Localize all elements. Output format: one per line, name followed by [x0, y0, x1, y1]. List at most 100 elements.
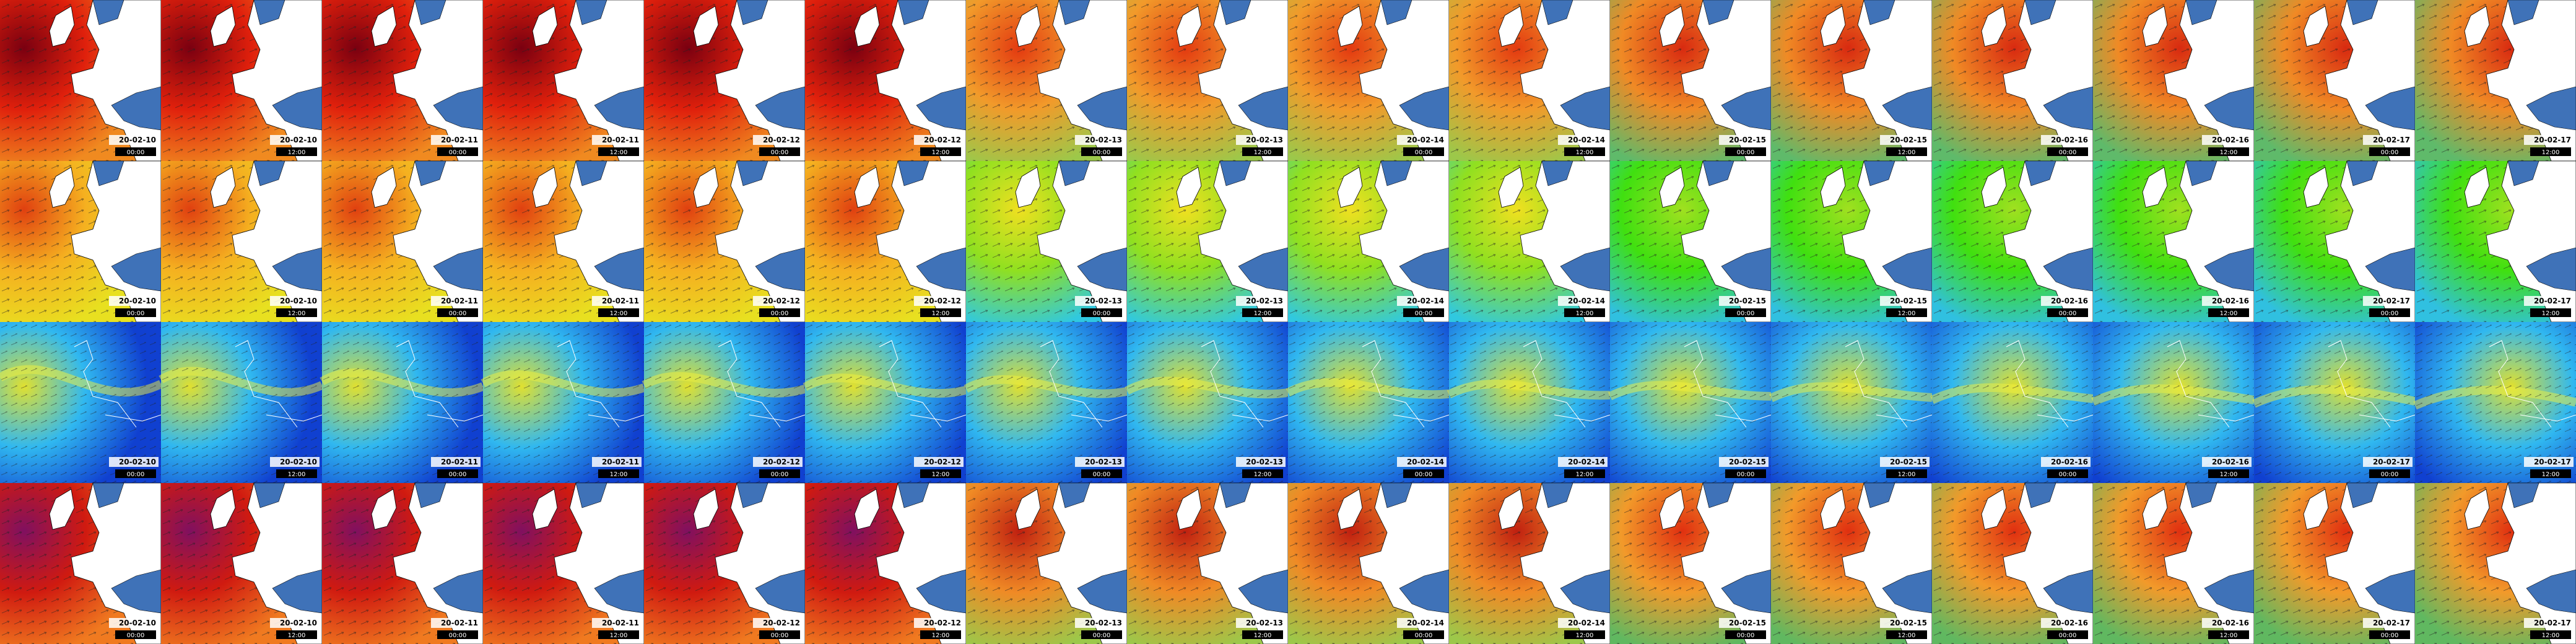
date-box [1075, 296, 1125, 306]
map-tile: 20-02-16 12:00 [2093, 0, 2255, 162]
map-tile: 20-02-10 00:00 [0, 160, 162, 323]
coastline [1684, 340, 1772, 428]
tile-date: 20-02-13 [1246, 297, 1283, 305]
tile-date: 20-02-12 [763, 297, 800, 305]
time-box [759, 469, 800, 478]
coastline [1845, 340, 1933, 428]
map-tile: 20-02-14 12:00 [1447, 322, 1611, 483]
tile-time: 12:00 [932, 310, 950, 317]
time-box [2208, 630, 2249, 639]
britain [532, 6, 558, 47]
map-tile: 20-02-12 00:00 [644, 160, 806, 323]
north-sea [575, 0, 607, 25]
map-tile: 20-02-12 12:00 [805, 0, 967, 162]
coastline [396, 340, 484, 428]
time-box [1081, 469, 1122, 478]
date-box [1880, 135, 1930, 145]
britain [1337, 489, 1363, 530]
map-tile: 20-02-17 00:00 [2254, 160, 2416, 323]
tile-date: 20-02-16 [2051, 136, 2088, 144]
north-sea [92, 160, 124, 186]
map-tile: 20-02-14 12:00 [1449, 0, 1611, 162]
tile-date: 20-02-17 [2373, 297, 2410, 305]
date-box [270, 296, 320, 306]
tile-time: 12:00 [2542, 632, 2560, 639]
tile-date: 20-02-14 [1568, 458, 1605, 466]
north-sea [1541, 0, 1573, 25]
coastline [557, 340, 645, 428]
time-box [1242, 308, 1283, 317]
date-box [2524, 457, 2574, 467]
tile-date: 20-02-10 [280, 136, 317, 144]
map-tile: 20-02-12 12:00 [803, 322, 967, 483]
tile-date: 20-02-13 [1085, 136, 1122, 144]
tile-date: 20-02-15 [1890, 619, 1927, 627]
britain [1820, 6, 1846, 47]
tile-time: 12:00 [1254, 149, 1272, 156]
tile-time: 00:00 [2059, 632, 2077, 639]
britain [2464, 167, 2490, 208]
tile-date: 20-02-17 [2534, 619, 2571, 627]
north-sea [2346, 160, 2378, 186]
tile-time: 00:00 [1415, 632, 1433, 639]
date-box [270, 618, 320, 628]
map-tile: 20-02-14 12:00 [1449, 160, 1611, 323]
britain [854, 6, 880, 47]
coastline [2489, 340, 2576, 428]
time-box [1886, 469, 1927, 478]
north-sea [414, 0, 446, 25]
north-sea [736, 160, 768, 186]
britain [210, 167, 236, 208]
north-sea [897, 0, 929, 25]
coastline [1523, 340, 1611, 428]
tile-date: 20-02-15 [1729, 136, 1766, 144]
map-tile: 20-02-11 12:00 [483, 160, 645, 323]
time-box [276, 308, 317, 317]
tile-time: 12:00 [2542, 471, 2560, 478]
tile-date: 20-02-13 [1085, 297, 1122, 305]
britain [1659, 167, 1685, 208]
tile-date: 20-02-15 [1729, 619, 1766, 627]
map-tile: 20-02-15 00:00 [1610, 482, 1772, 644]
north-sea [92, 482, 124, 508]
date-box [1397, 618, 1447, 628]
time-box [1725, 147, 1766, 156]
britain [1981, 489, 2007, 530]
map-tile: 20-02-14 12:00 [1449, 482, 1611, 644]
time-box [2369, 308, 2410, 317]
north-sea [2346, 0, 2378, 25]
map-tile: 20-02-11 00:00 [322, 0, 484, 162]
tile-time: 12:00 [288, 310, 306, 317]
time-box [1886, 630, 1927, 639]
tile-time: 12:00 [2220, 149, 2238, 156]
north-sea [1380, 160, 1412, 186]
time-box [920, 630, 961, 639]
time-box [2208, 308, 2249, 317]
date-box [592, 135, 642, 145]
date-box [1397, 296, 1447, 306]
date-box [109, 457, 159, 467]
map-tile: 20-02-17 12:00 [2415, 160, 2576, 323]
britain [1498, 489, 1524, 530]
map-tile: 20-02-10 00:00 [0, 0, 162, 162]
date-box [2041, 457, 2091, 467]
tile-date: 20-02-11 [441, 297, 478, 305]
tile-date: 20-02-12 [924, 619, 961, 627]
map-tile: 20-02-10 00:00 [0, 482, 162, 644]
date-box [109, 618, 159, 628]
date-box [1719, 296, 1769, 306]
tile-time: 12:00 [2542, 149, 2560, 156]
britain [1176, 167, 1202, 208]
tile-date: 20-02-11 [602, 297, 639, 305]
tile-time: 12:00 [1898, 149, 1916, 156]
tile-date: 20-02-12 [924, 136, 961, 144]
tile-time: 00:00 [449, 149, 467, 156]
map-tile: 20-02-12 00:00 [644, 0, 806, 162]
coastline [2328, 340, 2416, 428]
britain [2303, 489, 2329, 530]
britain [1015, 167, 1041, 208]
date-box [1236, 135, 1286, 145]
tile-time: 12:00 [1576, 471, 1594, 478]
tile-time: 12:00 [1576, 632, 1594, 639]
date-box [1558, 296, 1608, 306]
